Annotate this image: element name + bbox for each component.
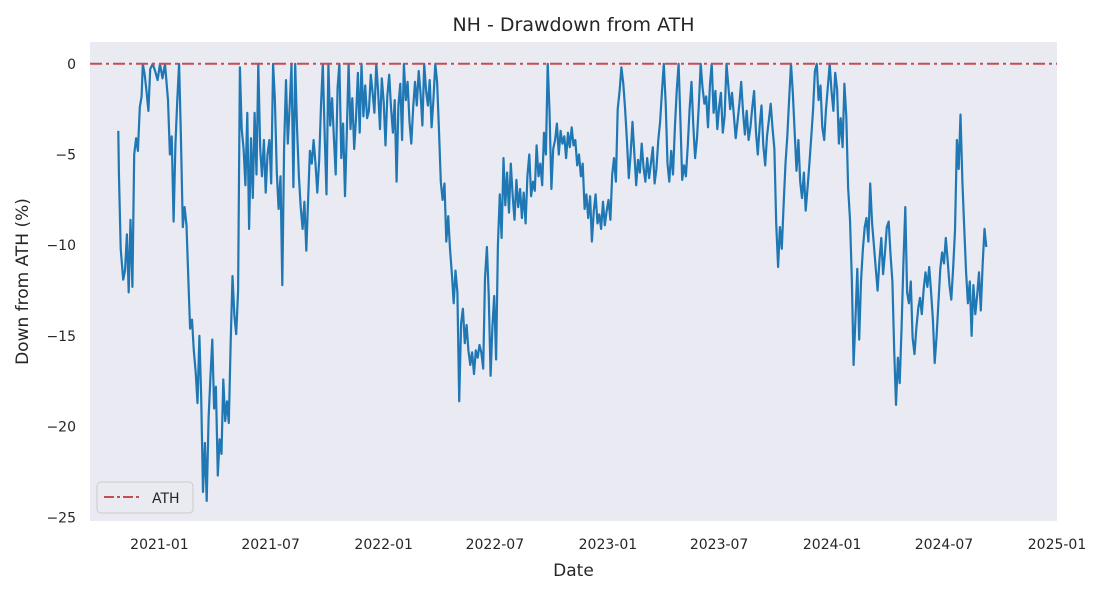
x-tick-label: 2025-01 bbox=[1028, 537, 1087, 553]
y-tick-label: 0 bbox=[67, 57, 76, 73]
y-tick-label: −10 bbox=[46, 238, 76, 254]
y-axis-label: Down from ATH (%) bbox=[13, 198, 33, 365]
x-tick-label: 2022-07 bbox=[466, 537, 525, 553]
y-tick-label: −20 bbox=[46, 420, 76, 436]
drawdown-line bbox=[117, 62, 988, 503]
legend-label-ath: ATH bbox=[152, 491, 180, 507]
x-tick-label: 2024-01 bbox=[803, 537, 862, 553]
x-tick-label: 2021-07 bbox=[241, 537, 300, 553]
y-tick-label: −25 bbox=[46, 510, 76, 526]
x-axis-ticks: 2021-01 2021-07 2022-01 2022-07 2023-01 2023-… bbox=[130, 537, 1086, 553]
x-tick-label: 2023-07 bbox=[690, 537, 749, 553]
x-tick-label: 2023-01 bbox=[579, 537, 638, 553]
series-lines bbox=[90, 62, 1057, 503]
chart-title: NH - Drawdown from ATH bbox=[452, 14, 694, 36]
y-tick-label: −5 bbox=[55, 147, 76, 163]
plot-area bbox=[90, 42, 1057, 521]
y-axis-ticks: 0 −5 −10 −15 −20 −25 bbox=[46, 57, 76, 527]
legend: ATH bbox=[96, 481, 194, 514]
legend-box bbox=[96, 481, 194, 514]
x-tick-label: 2021-01 bbox=[130, 537, 189, 553]
y-tick-label: −15 bbox=[46, 329, 76, 345]
x-tick-label: 2022-01 bbox=[354, 537, 413, 553]
x-tick-label: 2024-07 bbox=[915, 537, 974, 553]
x-axis-label: Date bbox=[553, 561, 594, 581]
